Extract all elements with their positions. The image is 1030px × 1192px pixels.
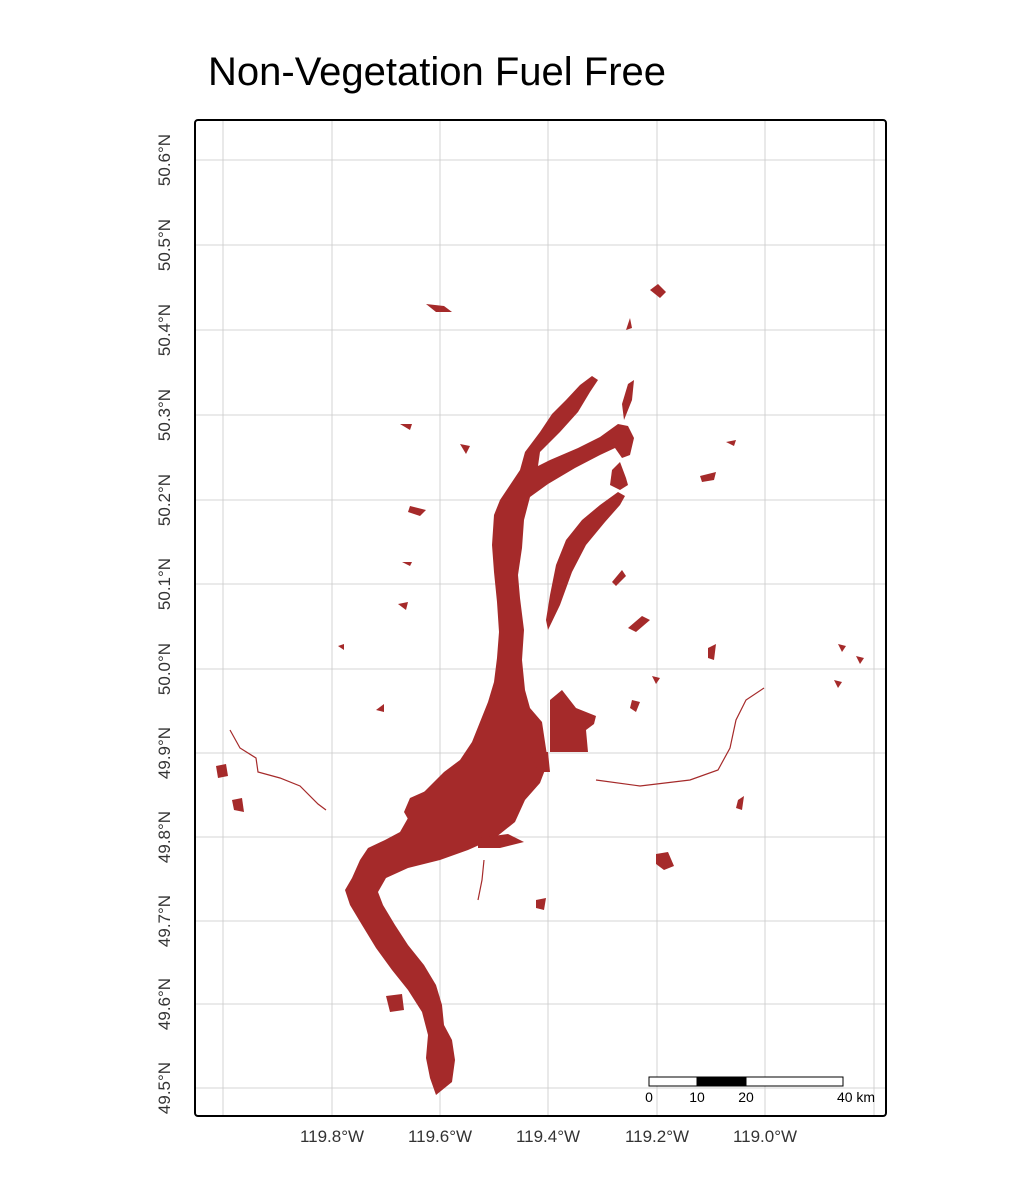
y-tick-label: 49.5°N: [155, 1062, 174, 1114]
south-patch-2: [478, 834, 524, 848]
map-title: Non-Vegetation Fuel Free: [208, 50, 667, 94]
lake-e-2: [628, 616, 650, 632]
scale-label: 20: [738, 1089, 754, 1105]
lake-far-e-2: [856, 656, 864, 664]
south-patch: [404, 790, 440, 826]
y-tick-label: 50.6°N: [155, 134, 174, 186]
lake-w-1: [216, 764, 228, 778]
east-block-2: [530, 752, 550, 772]
lake-ne-3: [626, 318, 632, 330]
lake-e-5: [708, 644, 716, 660]
y-tick-label: 50.0°N: [155, 643, 174, 695]
y-tick-label: 49.7°N: [155, 895, 174, 947]
lake-w-9: [460, 444, 470, 454]
east-block: [550, 690, 596, 752]
scale-label: 40 km: [837, 1089, 875, 1105]
lake-w-7: [408, 506, 426, 516]
x-tick-label: 119.0°W: [733, 1127, 797, 1146]
lake-e-3: [700, 472, 716, 482]
lake-w-8: [400, 424, 412, 430]
y-tick-label: 49.8°N: [155, 811, 174, 863]
rivers: [229, 687, 765, 901]
x-tick-label: 119.4°W: [516, 1127, 580, 1146]
y-tick-label: 50.3°N: [155, 389, 174, 441]
y-tick-label: 50.1°N: [155, 558, 174, 610]
lake-w-2: [232, 798, 244, 812]
y-tick-label: 49.9°N: [155, 727, 174, 779]
lake-se-1: [656, 852, 674, 870]
scale-label: 10: [689, 1089, 705, 1105]
lake-e-4: [726, 440, 736, 446]
east-lake: [546, 492, 625, 630]
x-axis: 119.8°W 119.6°W 119.4°W 119.2°W 119.0°W: [300, 1127, 797, 1146]
fuel-free-areas: [216, 284, 864, 1095]
lake-w-3: [376, 704, 384, 712]
scale-label: 0: [645, 1089, 653, 1105]
lake-ne-2: [650, 284, 666, 298]
map-frame: [194, 119, 887, 1117]
lake-ne-1: [622, 380, 634, 420]
scale-bar: 0 10 20 40 km: [645, 1076, 875, 1105]
x-tick-label: 119.8°W: [300, 1127, 364, 1146]
upper-arm: [610, 462, 628, 490]
x-tick-label: 119.2°W: [625, 1127, 689, 1146]
gridlines: [196, 121, 885, 1115]
lake-far-e-4: [736, 796, 744, 810]
lake-far-e-3: [834, 680, 842, 688]
y-tick-label: 50.2°N: [155, 474, 174, 526]
x-tick-label: 119.6°W: [408, 1127, 472, 1146]
y-tick-label: 50.5°N: [155, 219, 174, 271]
main-lake: [345, 376, 634, 1095]
y-axis: 50.6°N 50.5°N 50.4°N 50.3°N 50.2°N 50.1°…: [155, 134, 174, 1114]
lake-w-5: [398, 602, 408, 610]
lake-sw-1: [386, 994, 404, 1012]
lake-nw-1: [426, 304, 452, 312]
y-tick-label: 50.4°N: [155, 304, 174, 356]
lake-e-6: [652, 676, 660, 684]
lake-w-4: [338, 644, 344, 650]
lake-se-2: [536, 898, 546, 910]
lake-w-6: [402, 562, 412, 566]
lake-e-1: [612, 570, 626, 586]
lake-e-7: [630, 700, 640, 712]
y-tick-label: 49.6°N: [155, 978, 174, 1030]
lake-far-e-1: [838, 644, 846, 652]
